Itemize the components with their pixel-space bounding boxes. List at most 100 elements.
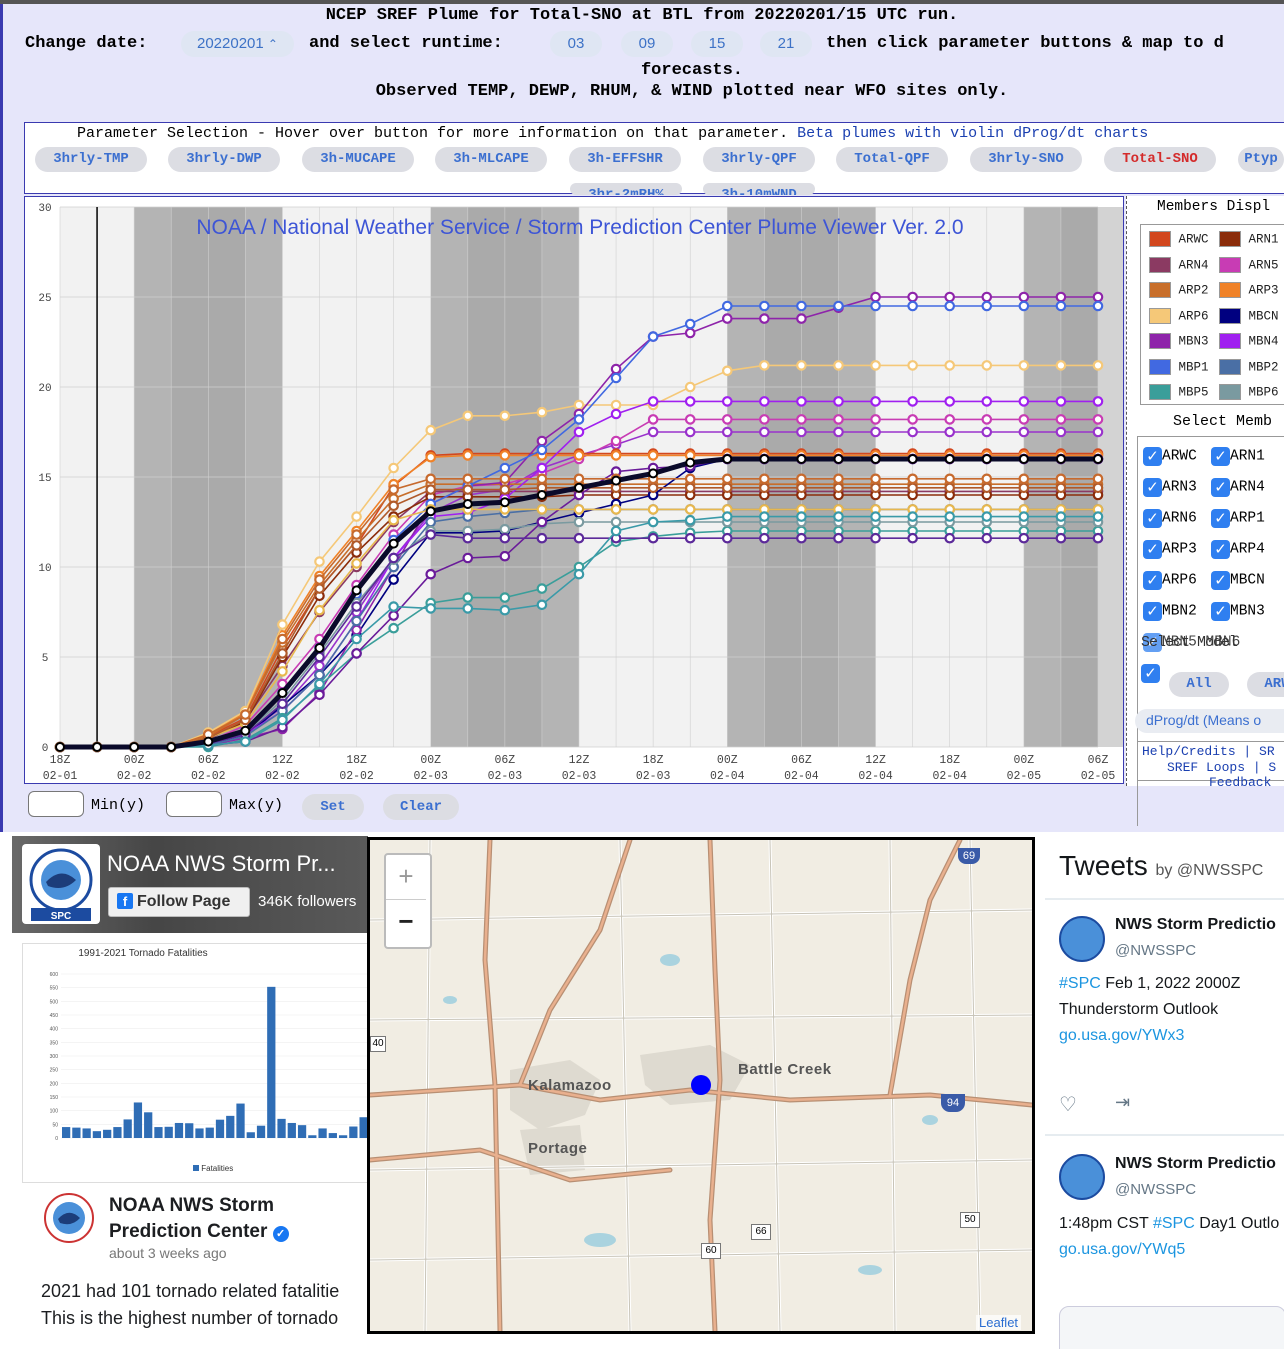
- runtime-button-21[interactable]: 21: [760, 31, 812, 57]
- member-checkbox-arn3[interactable]: ✓ ARN3: [1143, 478, 1197, 497]
- tweet-2-hashtag[interactable]: #SPC: [1152, 1215, 1195, 1232]
- tweets-by[interactable]: by @NWSSPC: [1155, 862, 1264, 879]
- chart-title: NOAA / National Weather Service / Storm …: [196, 216, 963, 239]
- plume-chart[interactable]: NOAA / National Weather Service / Storm …: [25, 197, 1136, 783]
- leaflet-map[interactable]: + − Kalamazoo Battle Creek Portage 69 50…: [367, 837, 1035, 1334]
- verified-badge-icon: ✓: [272, 1226, 289, 1242]
- runtime-button-09[interactable]: 09: [621, 31, 673, 57]
- member-checkbox-arwc[interactable]: ✓ ARWC: [1143, 447, 1197, 466]
- tweet-1-author[interactable]: NWS Storm Predictio: [1115, 916, 1276, 933]
- leaflet-attribution-link[interactable]: Leaflet: [976, 1315, 1022, 1330]
- site-marker[interactable]: [691, 1075, 711, 1095]
- param-button-3h-mucape[interactable]: 3h-MUCAPE: [302, 147, 414, 172]
- data-point: [796, 313, 807, 324]
- member-checkbox-arp6[interactable]: ✓ ARP6: [1143, 571, 1197, 590]
- fatal-y-tick: 250: [50, 1068, 59, 1074]
- tweet-1-hashtag[interactable]: #SPC: [1059, 975, 1101, 992]
- max-y-input[interactable]: [166, 791, 222, 817]
- data-point: [92, 742, 103, 752]
- param-button-3h-effshr[interactable]: 3h-EFFSHR: [569, 147, 681, 172]
- member-checkbox-arn6[interactable]: ✓ ARN6: [1143, 509, 1197, 528]
- data-point: [759, 532, 770, 544]
- member-checkbox-label: ARP1: [1230, 510, 1265, 527]
- param-button-total-sno[interactable]: Total-SNO: [1104, 147, 1216, 172]
- help-credits-link[interactable]: Help/Credits: [1142, 744, 1236, 759]
- runtime-button-15[interactable]: 15: [691, 31, 743, 57]
- member-checkbox-arn4[interactable]: ✓ ARN4: [1211, 478, 1265, 497]
- checkmark-icon: ✓: [1211, 478, 1230, 497]
- param-button-total-qpf[interactable]: Total-QPF: [836, 147, 948, 172]
- data-point: [499, 462, 511, 474]
- overlap-checkbox-n[interactable]: ✓: [1141, 664, 1160, 683]
- runtime-button-03[interactable]: 03: [550, 31, 602, 57]
- beta-plumes-link[interactable]: Beta plumes with violin dProg/dt charts: [797, 125, 1149, 142]
- select-all-button[interactable]: All: [1169, 672, 1229, 697]
- nws-logo-icon: SPC: [29, 848, 93, 922]
- post-author[interactable]: NOAA NWS Storm Prediction Center ✓: [109, 1193, 309, 1245]
- member-checkbox-arn1[interactable]: ✓ ARN1: [1211, 447, 1265, 466]
- series-mbp4[interactable]: [54, 511, 1104, 753]
- sr-link[interactable]: SR: [1259, 744, 1275, 759]
- data-point: [647, 331, 659, 342]
- clear-button[interactable]: Clear: [383, 794, 459, 820]
- series-mean[interactable]: [55, 454, 1103, 752]
- param-button-3hrly-tmp[interactable]: 3hrly-TMP: [35, 147, 147, 172]
- legend-item-arp6: ARP6: [1149, 307, 1209, 324]
- member-checkbox-arp3[interactable]: ✓ ARP3: [1143, 540, 1197, 559]
- zoom-in-button[interactable]: +: [398, 861, 414, 891]
- member-checkbox-arp1[interactable]: ✓ ARP1: [1211, 509, 1265, 528]
- data-point: [1055, 300, 1067, 312]
- x-tick-label: 18Z: [643, 754, 664, 767]
- fatal-y-tick: 550: [50, 986, 59, 992]
- max-y-label: Max(y): [229, 797, 284, 814]
- param-button-3hrly-sno[interactable]: 3hrly-SNO: [970, 147, 1082, 172]
- data-point: [462, 499, 473, 509]
- min-y-input[interactable]: [28, 791, 84, 817]
- member-checkbox-mbcn[interactable]: ✓ MBCN: [1211, 571, 1265, 590]
- data-point: [944, 511, 956, 522]
- tweet-2-handle[interactable]: @NWSSPC: [1115, 1181, 1197, 1198]
- set-button[interactable]: Set: [302, 794, 364, 820]
- param-button-3hr-2mrh[interactable]: 3hr-2mRH%: [570, 183, 682, 195]
- tweet-1-handle[interactable]: @NWSSPC: [1115, 942, 1197, 959]
- param-button-ptyp[interactable]: Ptyp: [1238, 147, 1284, 172]
- tweet-1-link[interactable]: go.usa.gov/YWx3: [1059, 1027, 1185, 1044]
- tweet-2-map-image[interactable]: [1059, 1306, 1284, 1349]
- param-button-3hrly-qpf[interactable]: 3hrly-QPF: [703, 147, 815, 172]
- data-point: [388, 484, 399, 495]
- feedback-link[interactable]: Feedback: [1209, 775, 1272, 786]
- fatal-bar: [133, 1102, 143, 1138]
- select-arw-button[interactable]: ARW: [1247, 672, 1284, 697]
- zoom-out-button[interactable]: −: [398, 906, 414, 936]
- share-icon[interactable]: ⇥: [1115, 1092, 1131, 1112]
- tweet-2-line-1: 1:48pm CST #SPC Day1 Outlo: [1059, 1215, 1280, 1232]
- data-point: [462, 473, 474, 485]
- member-checkbox-arp4[interactable]: ✓ ARP4: [1211, 540, 1265, 559]
- fatal-bar: [154, 1127, 163, 1138]
- data-point: [907, 473, 918, 485]
- x-tick-date: 02-04: [932, 770, 967, 783]
- date-select[interactable]: 20220201 ⌃: [181, 31, 294, 57]
- data-point: [684, 381, 696, 393]
- x-tick-date: 02-03: [636, 770, 671, 783]
- facebook-page-name[interactable]: NOAA NWS Storm Pr...: [107, 851, 336, 876]
- legend-label: MBCN: [1248, 308, 1279, 323]
- tweet-2-author[interactable]: NWS Storm Predictio: [1115, 1155, 1276, 1172]
- x-tick-label: 00Z: [420, 754, 441, 767]
- heart-icon[interactable]: ♡: [1059, 1094, 1077, 1116]
- fatalities-chart-image[interactable]: 1991-2021 Tornado Fatalities 0 50 100 150 20…: [22, 943, 368, 1183]
- sref-loops-link[interactable]: SREF Loops: [1167, 760, 1246, 775]
- param-button-3hrly-dwp[interactable]: 3hrly-DWP: [168, 147, 280, 172]
- member-checkbox-mbn3[interactable]: ✓ MBN3: [1211, 602, 1265, 621]
- dprog-dt-link[interactable]: dProg/dt (Means o: [1146, 712, 1262, 728]
- data-point: [796, 482, 807, 494]
- tweet-2-link[interactable]: go.usa.gov/YWq5: [1059, 1241, 1186, 1258]
- param-button-3h-10mwnd[interactable]: 3h-10mWND: [703, 183, 815, 195]
- param-button-3h-mlcape[interactable]: 3h-MLCAPE: [435, 147, 547, 172]
- member-checkbox-mbn2[interactable]: ✓ MBN2: [1143, 602, 1197, 621]
- data-point: [610, 372, 622, 384]
- s-link[interactable]: S: [1268, 760, 1277, 775]
- member-checkbox-overlap[interactable]: ✓ MBN5 MBN6: [1143, 633, 1240, 652]
- follow-page-button[interactable]: f Follow Page: [108, 887, 250, 917]
- zoom-control: [384, 853, 432, 949]
